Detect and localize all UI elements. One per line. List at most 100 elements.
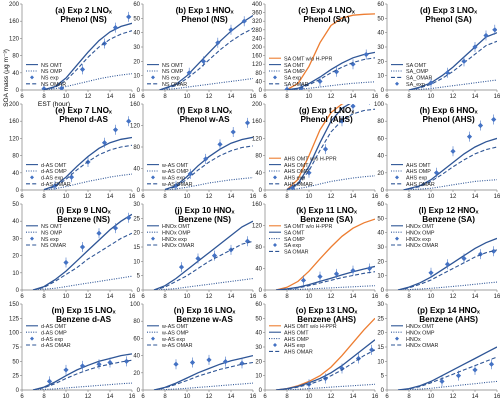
series-g-markers (289, 104, 370, 190)
data-point-marker (244, 120, 251, 126)
legend-label: w-AS OMAR (161, 182, 193, 188)
legend-label: SA_exp (406, 82, 425, 88)
y-tick-label: 10 (377, 274, 384, 280)
data-point-marker (200, 58, 207, 64)
y-tick-label: 0 (137, 188, 141, 194)
panel-title: (e) Exp 7 LNOₓ (55, 106, 112, 115)
y-tick-label: 0 (137, 388, 141, 394)
y-tick-label: 40 (133, 31, 140, 37)
panel-p: 0 5 10 15 20 25 30 6 8 10 12 14 16 (p) Exp 14 HNOₓBen… (377, 302, 500, 400)
y-tick-label: 25 (133, 216, 140, 222)
legend-label: AHS OMAR (406, 182, 435, 188)
panel-h: 0 20 40 60 80 100 6 8 10 12 14 16 (h) Exp 6 HNOₓPhen… (374, 102, 500, 200)
legend-marker (151, 336, 155, 341)
y-tick-label: 160 (130, 102, 141, 108)
x-tick-label: 6 (20, 294, 24, 300)
legend-label: HNOx OMP (406, 230, 435, 236)
x-tick-label: 10 (428, 194, 435, 200)
data-point-marker (350, 104, 356, 109)
series-line (286, 108, 375, 190)
x-tick-label: 8 (42, 194, 46, 200)
series-line (159, 27, 253, 90)
y-tick-label: 80 (255, 71, 262, 77)
y-tick-label: 80 (255, 154, 262, 160)
x-tick-label: 16 (372, 94, 379, 100)
plot-area (32, 353, 132, 390)
legend-label: AHS OMT (284, 163, 309, 169)
y-tick-label: 160 (9, 19, 20, 25)
legend-label: AHS OMAR (284, 182, 313, 188)
series-l-markers (428, 246, 497, 278)
data-point-marker (366, 265, 373, 272)
x-tick-label: 10 (184, 394, 191, 400)
y-tick-label: 40 (255, 331, 262, 337)
x-tick-label: 8 (163, 94, 167, 100)
data-point-marker (96, 230, 102, 236)
y-tick-label: 80 (12, 54, 19, 60)
y-tick-label: 40 (377, 231, 384, 237)
x-tick-label: 8 (42, 394, 46, 400)
legend-label: d-AS OMAR (41, 182, 71, 188)
series-line (43, 136, 132, 190)
panel-title: (j) Exp 10 HNOₓ (175, 206, 235, 215)
y-tick-label: 50 (377, 216, 384, 222)
y-tick-label: 40 (12, 71, 19, 77)
x-tick-label: 8 (407, 294, 411, 300)
y-tick-label: 125 (9, 316, 20, 322)
legend-marker (30, 236, 34, 241)
y-tick-label: 50 (255, 316, 262, 322)
y-tick-label: 20 (255, 359, 262, 365)
legend-label: HNOx OMAR (162, 243, 194, 249)
legend-label: w-AS exp (161, 176, 185, 182)
panel-subtitle: Benzene (AHS) (419, 315, 478, 324)
legend-label: AHS OMP (284, 169, 309, 175)
y-tick-label: 25 (12, 374, 19, 380)
data-point-marker (439, 378, 445, 384)
y-tick-label: 60 (377, 136, 384, 142)
legend-marker (273, 343, 277, 347)
x-tick-label: 8 (407, 394, 411, 400)
data-point-marker (59, 85, 65, 90)
plot-area (275, 218, 375, 290)
data-point-marker (491, 116, 497, 123)
legend-label: HNOx OMP (162, 230, 191, 236)
y-tick-label: 20 (12, 254, 19, 260)
y-tick-label: 40 (255, 79, 262, 85)
y-tick-label: 160 (252, 119, 263, 125)
y-tick-label: 40 (377, 31, 384, 37)
data-point-marker (126, 14, 132, 20)
y-tick-label: 40 (255, 267, 262, 273)
y-tick-label: 60 (255, 302, 262, 308)
legend-label: SA OMT w/o H-PPR (284, 56, 333, 62)
y-tick-label: 400 (252, 2, 263, 8)
legend-label: NS exp (41, 76, 59, 82)
panel-subtitle: Benzene w-AS (176, 315, 233, 324)
legend-label: AHS exp (284, 343, 305, 349)
panel-d: 0 10 20 30 40 50 60 6 8 10 12 14 16 (d) Exp 3 LNOₓPhe… (377, 2, 500, 100)
data-point-marker (68, 174, 75, 180)
x-tick-label: 6 (385, 394, 389, 400)
x-tick-label: 14 (350, 94, 357, 100)
x-tick-label: 14 (107, 294, 114, 300)
x-tick-label: 16 (129, 294, 136, 300)
x-tick-label: 10 (306, 94, 313, 100)
legend-marker (395, 175, 399, 180)
legend-label: d-AS OMAR (41, 343, 71, 349)
y-tick-label: 120 (130, 124, 141, 130)
legend-label: NS OMT (41, 224, 63, 230)
y-tick-label: 60 (133, 2, 140, 8)
data-point-marker (46, 378, 53, 384)
series-line (403, 137, 497, 190)
y-tick-label: 40 (12, 171, 19, 177)
legend-label: NS OMP (41, 69, 63, 75)
data-point-marker (444, 70, 451, 76)
series-n-markers (173, 354, 245, 370)
x-tick-label: 6 (385, 294, 389, 300)
series-line (286, 57, 375, 90)
x-tick-label: 14 (472, 394, 479, 400)
legend-label: NS exp (41, 237, 59, 243)
data-point-marker (186, 70, 192, 76)
